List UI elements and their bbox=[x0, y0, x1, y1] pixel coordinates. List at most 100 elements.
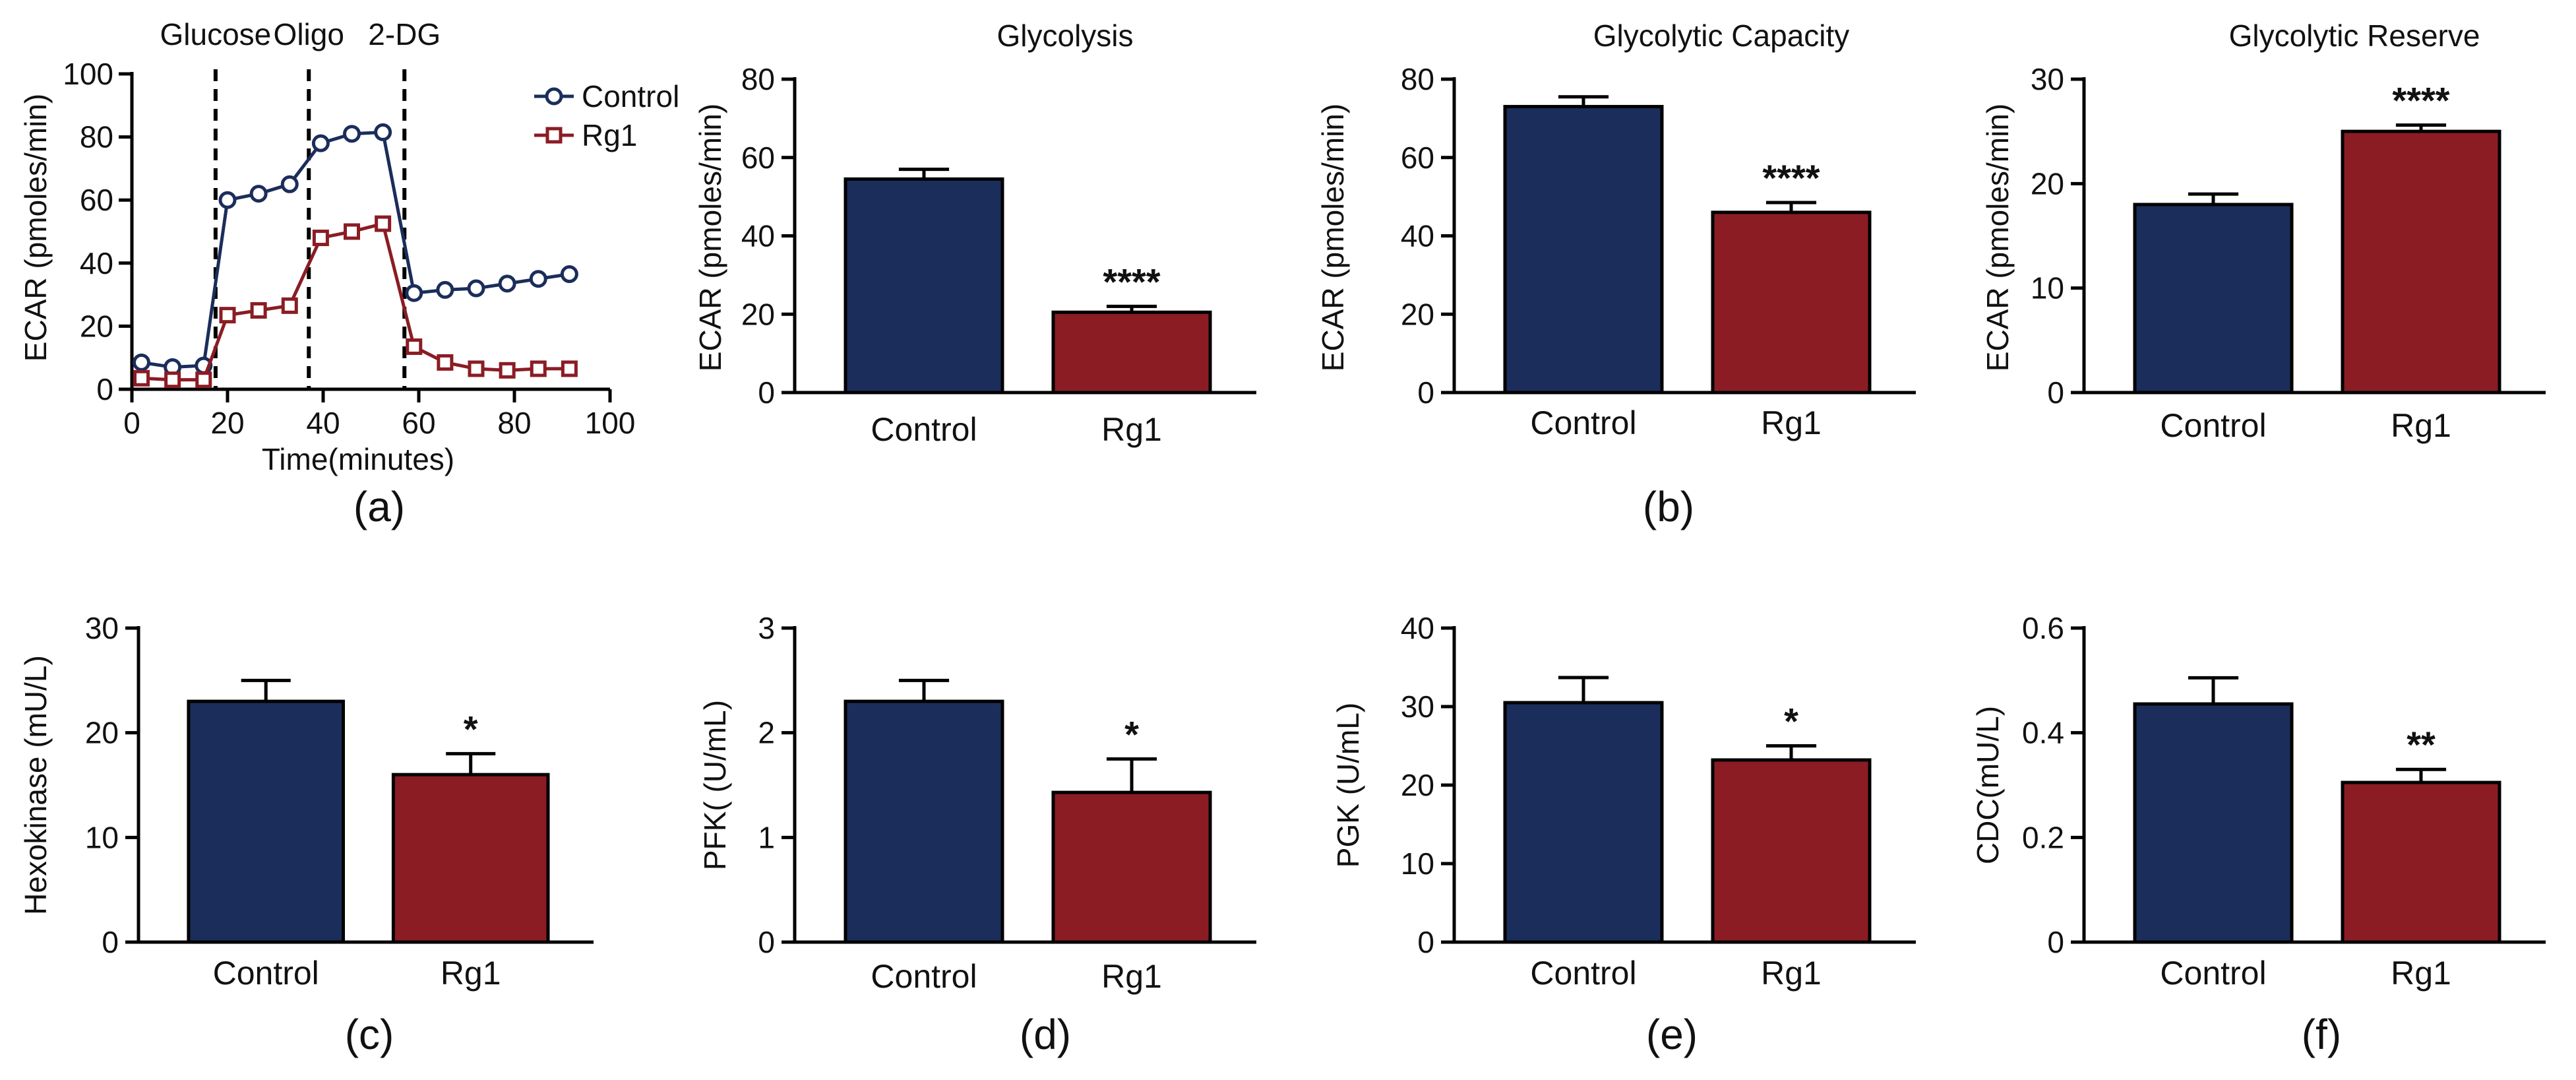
x-tick-label-rg1: Rg1 bbox=[1101, 411, 1162, 448]
point-control bbox=[311, 134, 330, 152]
y-tick-label: 30 bbox=[1401, 689, 1434, 724]
y-tick-label: 40 bbox=[1401, 219, 1434, 253]
legend-marker-control bbox=[545, 87, 563, 106]
chart-glycolysis: 0 20 40 60 80 ECAR (pmoles/min) Glycolysis Cont… bbox=[693, 18, 1256, 448]
legend-marker-rg1 bbox=[545, 127, 563, 144]
y-tick-label: 0 bbox=[102, 925, 119, 959]
point-control bbox=[343, 125, 361, 143]
significance-label: ** bbox=[2407, 724, 2436, 765]
y-axis-title: CDC(mU/L) bbox=[1971, 706, 2005, 864]
y-tick-label: 40 bbox=[80, 246, 113, 280]
panel-label-e: (e) bbox=[1646, 1011, 1698, 1058]
chart-cdc: 0 0.2 0.4 0.6 CDC(mU/L) Control ** Rg1 bbox=[1971, 611, 2546, 992]
y-axis-title: ECAR (pmoles/min) bbox=[693, 104, 727, 371]
chart-glycolytic-capacity: 0 20 40 60 80 ECAR (pmoles/min) Glycolytic Cap… bbox=[1316, 18, 1916, 441]
point-control bbox=[529, 270, 547, 288]
chart-title: Glycolytic Capacity bbox=[1593, 18, 1850, 53]
series-line-control bbox=[141, 130, 570, 369]
y-tick-label: 10 bbox=[2031, 271, 2064, 305]
point-rg1 bbox=[375, 215, 392, 232]
y-tick-label: 0 bbox=[1417, 925, 1434, 959]
point-control bbox=[280, 175, 299, 193]
y-axis-title: ECAR (pmoles/min) bbox=[1980, 104, 2015, 371]
bar-rg1 bbox=[391, 773, 550, 944]
point-control bbox=[436, 280, 454, 299]
significance-label: **** bbox=[1762, 157, 1820, 199]
bar-control bbox=[843, 699, 1004, 944]
panel-label-a: (a) bbox=[353, 483, 405, 530]
y-axis-title: PGK (U/mL) bbox=[1331, 703, 1365, 868]
y-tick-label: 0 bbox=[1417, 375, 1434, 410]
y-tick-label: 80 bbox=[1401, 62, 1434, 96]
point-control bbox=[133, 353, 150, 371]
y-tick-label: 40 bbox=[741, 219, 775, 253]
x-tick-label-control: Control bbox=[2160, 407, 2266, 444]
y-tick-label: 30 bbox=[85, 611, 119, 645]
y-tick-label: 20 bbox=[2031, 166, 2064, 201]
x-tick-label-control: Control bbox=[1530, 404, 1636, 441]
point-rg1 bbox=[219, 307, 236, 324]
y-axis-title: ECAR (pmoles/min) bbox=[18, 94, 53, 362]
chart-pfk: 0 1 2 3 PFK( (U/mL) Control * Rg1 bbox=[698, 611, 1256, 995]
bar-control bbox=[2133, 203, 2294, 395]
bar-rg1 bbox=[1051, 790, 1212, 944]
x-tick-label-control: Control bbox=[1530, 955, 1636, 992]
point-control bbox=[218, 191, 237, 209]
point-rg1 bbox=[344, 223, 360, 240]
y-tick-label: 3 bbox=[758, 611, 775, 645]
bar-rg1 bbox=[2341, 780, 2501, 944]
point-control bbox=[498, 274, 516, 293]
x-tick-label-rg1: Rg1 bbox=[1761, 404, 1822, 441]
y-tick-label: 30 bbox=[2031, 62, 2064, 96]
bar-rg1 bbox=[2341, 129, 2501, 395]
y-tick-label: 100 bbox=[63, 57, 113, 91]
y-tick-label: 10 bbox=[1401, 846, 1434, 881]
y-tick-label: 2 bbox=[758, 716, 775, 750]
point-control bbox=[405, 284, 423, 302]
y-tick-label: 60 bbox=[741, 141, 775, 175]
significance-label: * bbox=[464, 708, 478, 749]
y-tick-label: 40 bbox=[1401, 611, 1434, 645]
point-rg1 bbox=[195, 371, 212, 389]
bar-control bbox=[1503, 105, 1664, 395]
point-rg1 bbox=[133, 369, 150, 387]
point-control bbox=[467, 279, 485, 298]
y-tick-label: 80 bbox=[741, 62, 775, 96]
y-tick-label: 0.6 bbox=[2022, 611, 2064, 645]
point-control bbox=[249, 185, 268, 203]
bar-rg1 bbox=[1711, 758, 1872, 944]
y-tick-label: 60 bbox=[80, 183, 113, 217]
point-control bbox=[374, 123, 392, 141]
point-rg1 bbox=[312, 230, 329, 247]
y-tick-label: 20 bbox=[1401, 768, 1434, 802]
significance-label: **** bbox=[1103, 261, 1160, 302]
significance-label: * bbox=[1784, 701, 1798, 742]
point-rg1 bbox=[250, 302, 267, 319]
y-tick-label: 60 bbox=[1401, 141, 1434, 175]
bar-control bbox=[843, 177, 1004, 395]
x-tick-label-rg1: Rg1 bbox=[441, 955, 501, 992]
x-tick-label-rg1: Rg1 bbox=[2391, 955, 2451, 992]
y-tick-label: 20 bbox=[741, 297, 775, 331]
y-tick-label: 80 bbox=[80, 120, 113, 154]
chart-title: Glycolytic Reserve bbox=[2229, 18, 2480, 53]
bar-control bbox=[187, 699, 345, 944]
panel-label-d: (d) bbox=[1020, 1011, 1071, 1058]
y-tick-label: 0 bbox=[96, 372, 113, 406]
y-tick-label: 0 bbox=[758, 375, 775, 410]
x-tick-label: 40 bbox=[306, 406, 340, 440]
x-tick-label-rg1: Rg1 bbox=[1761, 955, 1822, 992]
x-tick-label-rg1: Rg1 bbox=[1101, 958, 1162, 995]
point-rg1 bbox=[499, 362, 516, 379]
chart-title: Glycolysis bbox=[997, 18, 1133, 53]
x-tick-label: 60 bbox=[402, 406, 435, 440]
bar-control bbox=[2133, 702, 2294, 944]
y-tick-label: 10 bbox=[85, 820, 119, 854]
point-control bbox=[560, 265, 578, 284]
point-rg1 bbox=[561, 360, 578, 377]
point-rg1 bbox=[437, 354, 454, 371]
y-tick-label: 1 bbox=[758, 820, 775, 854]
chart-pgk: 0 10 20 30 40 PGK (U/mL) Control * Rg1 bbox=[1331, 611, 1916, 992]
point-rg1 bbox=[406, 338, 423, 355]
